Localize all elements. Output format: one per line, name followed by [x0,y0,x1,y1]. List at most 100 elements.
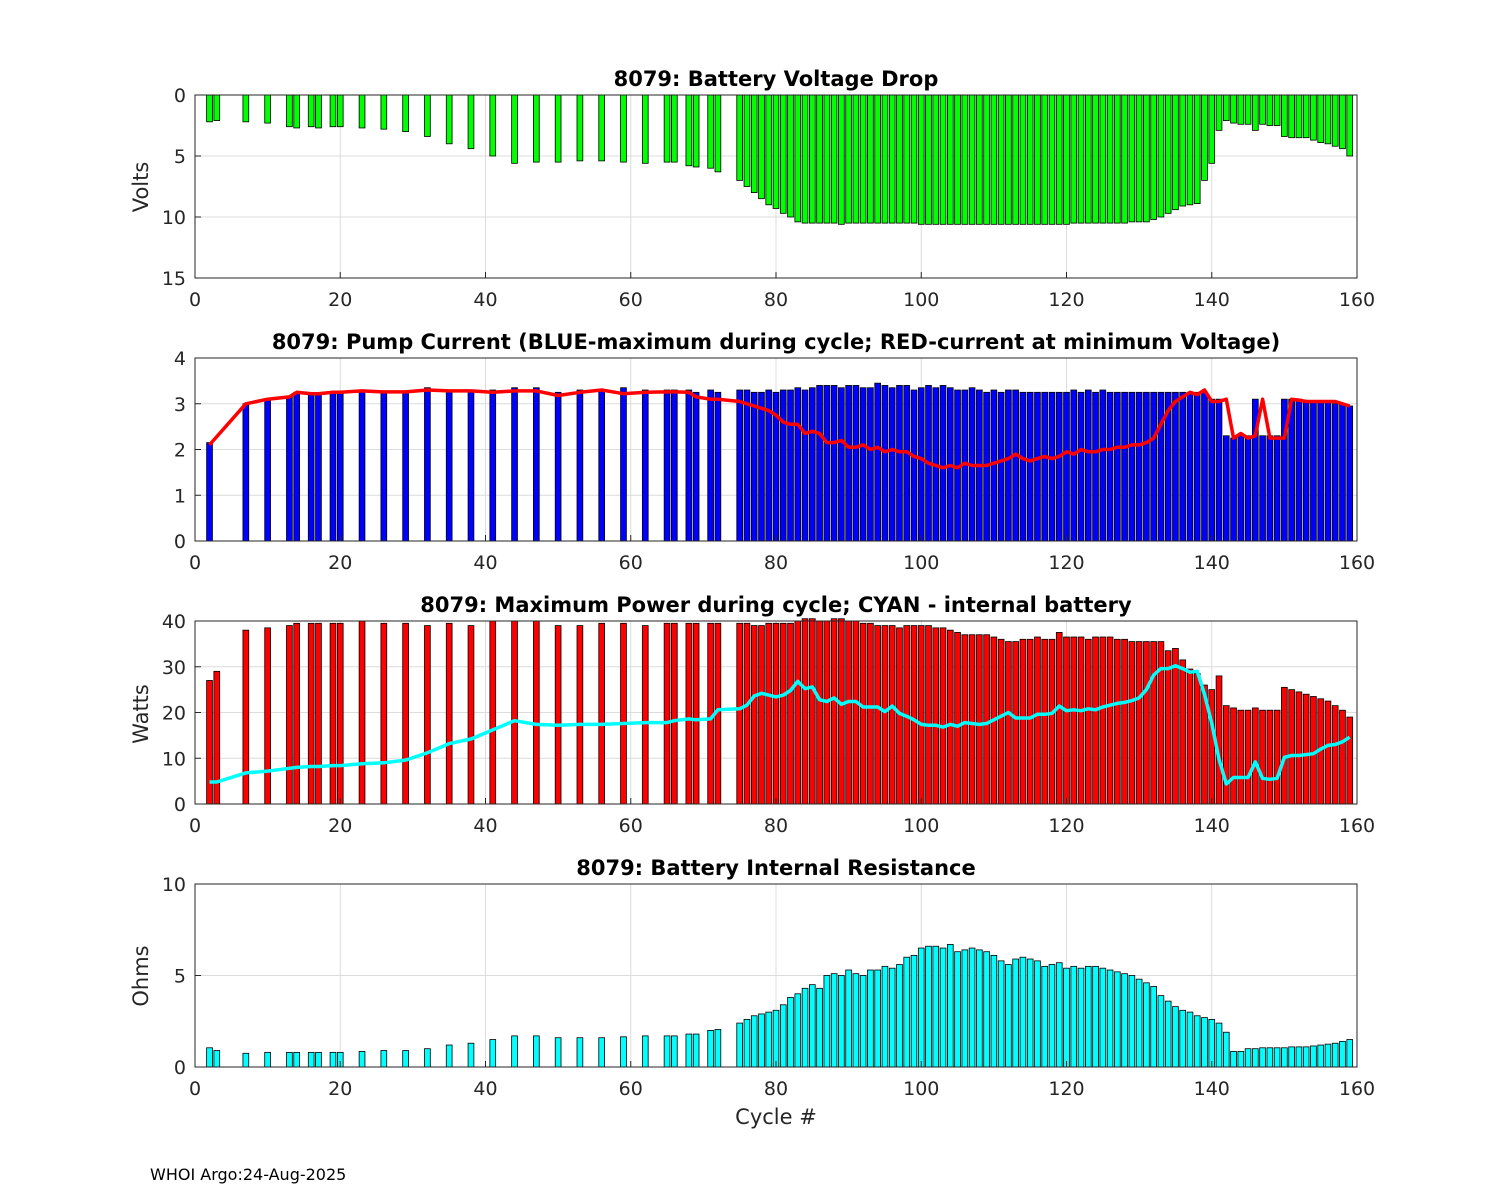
bar [1193,1015,1201,1068]
x-tick-label: 80 [764,289,788,311]
bar [1244,435,1252,542]
bar [830,385,838,542]
bar [1215,675,1223,805]
bar [598,622,606,805]
bar [293,622,300,805]
bar [925,625,932,805]
bar [794,387,802,542]
bar [445,1044,453,1068]
bar [1208,1019,1216,1068]
bar [830,618,838,805]
max-power-panel: 8079: Maximum Power during cycle; CYAN -… [129,593,1375,837]
x-tick-label: 0 [189,815,201,837]
bar [1266,1047,1274,1068]
bar [925,94,932,225]
bar [736,1022,743,1068]
bar [917,947,925,1068]
bar [358,389,366,542]
bar [838,975,845,1068]
bar [1150,94,1157,220]
bar [1288,689,1295,805]
bar [917,94,925,225]
bar [859,94,867,224]
y-tick-label: 3 [174,394,186,416]
bar [896,964,903,1068]
bar [467,389,475,542]
x-tick-label: 20 [328,815,352,837]
bar [1331,403,1339,542]
bar [779,1004,787,1068]
bar [1230,94,1237,124]
bar [307,1051,315,1068]
bar [758,625,765,805]
bar [1135,94,1143,223]
bar [896,94,903,224]
bar [1208,94,1216,164]
bar [380,94,388,130]
bar [286,1051,293,1068]
bar [859,622,867,805]
bar [779,622,787,805]
bar [823,975,831,1068]
bar [576,94,584,162]
bar [1092,94,1099,224]
bar [1252,707,1259,805]
bar [816,385,823,542]
bar [1034,960,1041,1068]
bar [1048,638,1056,805]
bar [1077,391,1085,542]
bar [511,1035,518,1068]
bar [736,622,743,805]
bar [554,625,562,805]
bar [1070,965,1078,1068]
bar [1084,965,1092,1068]
bar [874,625,881,805]
bar [1157,94,1165,218]
bar [1077,967,1085,1068]
bar [707,389,714,542]
x-tick-label: 120 [1048,815,1084,837]
bar [874,382,881,542]
bar [598,389,606,542]
bar [794,620,802,805]
bar [380,391,388,542]
bar [641,389,649,542]
bar [445,94,453,145]
bar [685,622,693,805]
bar [772,622,780,805]
bar [1099,94,1107,224]
bar [641,1035,649,1068]
bar [1041,965,1049,1068]
bar [1063,636,1070,805]
bar [1244,94,1252,125]
bar [424,625,431,805]
bar [976,949,983,1068]
y-tick-label: 0 [174,1057,186,1079]
bar [511,620,518,805]
x-tick-label: 60 [619,552,643,574]
bar [809,984,816,1068]
bar [1230,437,1237,542]
bar [765,94,773,206]
bar [1273,94,1281,126]
bar [823,385,831,542]
bar [1019,638,1027,805]
bar [1121,638,1128,805]
bar [692,622,700,805]
bar [758,1013,765,1068]
bar [794,94,802,223]
bar [1193,391,1201,542]
x-tick-label: 60 [619,289,643,311]
y-tick-label: 0 [174,794,186,816]
bar [264,627,271,805]
bar [968,947,976,1068]
bar [1244,709,1252,805]
bar [1099,636,1107,805]
bar [1179,1009,1187,1068]
bar [917,625,925,805]
bar [336,391,344,542]
bar [939,947,947,1068]
bar [1084,94,1092,224]
bar [641,94,649,164]
bar [329,1051,337,1068]
